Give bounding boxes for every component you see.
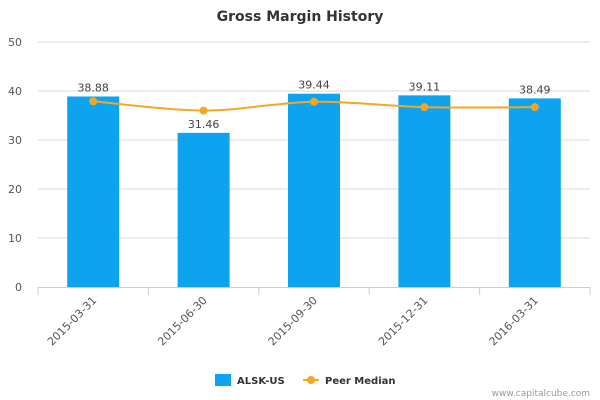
peer-median-point [530, 103, 539, 112]
x-axis: 2015-03-31 2015-06-30 2015-09-30 2015-12-31… [37, 287, 591, 348]
y-axis-ticks: 0 10 20 30 40 50 [8, 36, 22, 294]
x-tick-label: 2015-06-30 [155, 294, 209, 348]
x-tick-label: 2016-03-31 [487, 294, 541, 348]
legend-swatch-alsk [215, 374, 231, 386]
legend-label-alsk: ALSK-US [237, 376, 285, 387]
peer-median-point [310, 97, 318, 106]
x-tick-label: 2015-09-30 [266, 294, 320, 348]
bar-data-label: 38.49 [519, 83, 551, 96]
bar [67, 96, 120, 287]
bar [177, 132, 230, 287]
bar-data-label: 31.46 [188, 118, 220, 131]
chart-title: Gross Margin History [217, 9, 384, 25]
x-tick-label: 2015-03-31 [45, 294, 99, 348]
bar-data-label: 39.11 [409, 80, 441, 93]
credit-text: www.capitalcube.com [492, 389, 590, 399]
peer-median-point [199, 106, 208, 115]
y-tick-label: 10 [8, 232, 22, 245]
legend[interactable]: ALSK-US Peer Median [215, 374, 396, 387]
legend-swatch-peer-marker [307, 376, 315, 384]
y-tick-label: 20 [8, 183, 22, 196]
y-tick-label: 50 [8, 36, 22, 49]
bar-data-label: 39.44 [298, 79, 330, 92]
legend-label-peer: Peer Median [325, 376, 396, 387]
bar-series [67, 93, 561, 288]
bar-data-label: 38.88 [77, 81, 109, 94]
bar [508, 98, 561, 287]
bar-data-labels: 38.88 31.46 39.44 39.11 38.49 [77, 79, 550, 131]
y-tick-label: 0 [15, 281, 22, 294]
bar [288, 93, 340, 287]
peer-median-point [89, 97, 98, 106]
y-tick-label: 40 [8, 85, 22, 98]
peer-median-series [89, 97, 539, 115]
y-tick-label: 30 [8, 134, 22, 147]
peer-median-point [420, 103, 429, 112]
bar [398, 95, 451, 288]
x-tick-label: 2015-12-31 [376, 294, 430, 348]
